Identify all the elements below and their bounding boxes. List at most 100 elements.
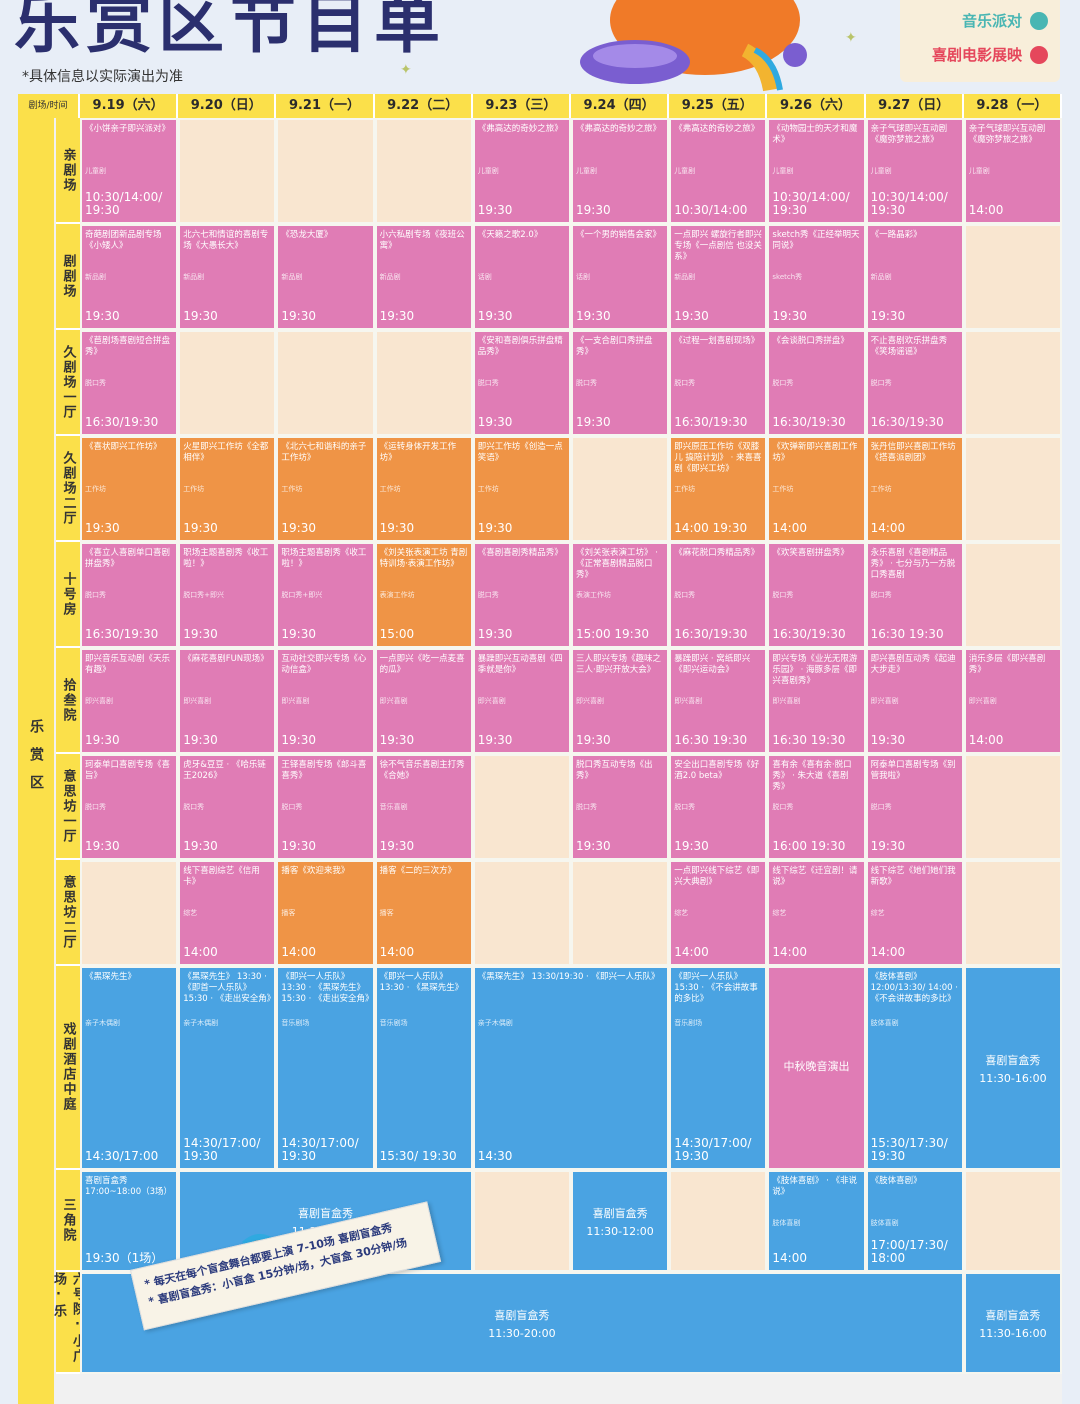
schedule-cell: 亲子气球即兴互动剧《魔弥梦旅之旅》 儿童剧 14:00 xyxy=(963,118,1062,224)
schedule-cell xyxy=(276,118,375,224)
show-time: 19:30 xyxy=(870,839,906,853)
show-time: 19:30 xyxy=(379,839,415,853)
schedule-cell: 喜剧盲盒秀 11:30-16:00 xyxy=(963,1272,1062,1374)
show-name: 《运转身体开发工作坊》 xyxy=(379,442,457,463)
show-time: 19:30 xyxy=(85,839,120,853)
show-type: 脱口秀 xyxy=(674,591,696,599)
show-type: 脱口秀 xyxy=(870,379,892,387)
show-type: 脱口秀 xyxy=(85,379,106,387)
show-type: 脱口秀+即兴 xyxy=(281,591,323,599)
show-type: 亲子木偶剧 xyxy=(477,1019,513,1027)
show-time: 19:30 xyxy=(85,733,120,747)
schedule-cell: 播客《二的三次方》 播客 14:00 xyxy=(374,860,473,966)
schedule-cell: 《麻花脱口秀精品秀》 脱口秀 16:30/19:30 xyxy=(669,542,768,648)
show-time: 14:00 xyxy=(968,733,1004,747)
cell-content: 喜剧盲盒秀 11:30-16:00 xyxy=(966,1274,1060,1372)
schedule-cell: 一点即兴 螺旋行者即兴专场《一点剧信 也没关系》 新品剧 19:30 xyxy=(669,224,768,330)
show-type: 亲子木偶剧 xyxy=(183,1019,219,1027)
schedule-cell: 《欢弹新即兴喜剧工作坊》 工作坊 14:00 xyxy=(767,436,866,542)
show-name: 即兴音乐互动剧《天乐有趣》 xyxy=(85,654,171,675)
schedule-cell xyxy=(472,754,571,860)
schedule-cell: 线下综艺《迁宜剧！请说》 综艺 14:00 xyxy=(767,860,866,966)
show-type: 综艺 xyxy=(870,909,885,917)
show-name: 《会谈脱口秀拼盘》 xyxy=(772,336,849,346)
show-name: 《一个男的销售会家》 xyxy=(576,230,662,240)
schedule-cell xyxy=(571,860,670,966)
show-name: 不止喜剧欢乐拼盘秀《笑场谣谣》 xyxy=(870,336,948,357)
legend-item-film: 喜剧电影展映 xyxy=(932,44,1048,65)
disclaimer-note: *具体信息以实际演出为准 xyxy=(22,69,183,85)
show-time: 19:30 xyxy=(576,839,611,853)
schedule-cell: 《运转身体开发工作坊》 工作坊 19:30 xyxy=(374,436,473,542)
schedule-cell: 《肢体喜剧》 12:00/13:30/ 14:00 · 《不会讲故事的多比》 肢体… xyxy=(865,966,964,1170)
show-name: 《喜状即兴工作坊》 xyxy=(85,442,162,452)
schedule-cell: 即兴音乐互动剧《天乐有趣》 即兴喜剧 19:30 xyxy=(80,648,179,754)
schedule-cell: 《会谈脱口秀拼盘》 脱口秀 16:30/19:30 xyxy=(767,330,866,436)
show-name: 职场主题喜剧秀《收工啦！》 xyxy=(183,548,269,569)
show-name: 即兴喜剧互动秀《起迪大步走》 xyxy=(870,654,956,675)
schedule-cell: 即兴喜剧互动秀《起迪大步走》 即兴喜剧 19:30 xyxy=(865,648,964,754)
show-type: 脱口秀 xyxy=(477,379,499,387)
show-type: 音乐剧场 xyxy=(379,1019,408,1027)
show-type: 新品剧 xyxy=(674,273,696,281)
show-time: 16:30/19:30 xyxy=(85,627,159,641)
schedule-cell: 《恐龙大厦》 新品剧 19:30 xyxy=(276,224,375,330)
show-type: 综艺 xyxy=(183,909,198,917)
show-name: 《麻花脱口秀精品秀》 xyxy=(674,548,760,558)
show-time: 14:00 19:30 xyxy=(674,521,748,535)
show-type: 脱口秀 xyxy=(772,379,794,387)
date-header: 9.24（四） xyxy=(571,94,670,118)
schedule-cell xyxy=(963,754,1062,860)
show-time: 14:00 xyxy=(674,945,709,959)
show-name: 线下综艺《她们她们我新歌》 xyxy=(870,866,956,887)
show-name: 北六七和情谊的喜剧专场《大愚长大》 xyxy=(183,230,269,251)
date-header: 9.26（六） xyxy=(767,94,866,118)
schedule-cell: 《刘关张表演工坊 青剧特训场·表演工作坊》 表演工作坊 15:00 xyxy=(374,542,473,648)
show-time: 19:30 xyxy=(477,415,513,429)
date-header: 9.19（六） xyxy=(80,94,179,118)
show-name: 《苣剧场喜剧短合拼盘秀》 xyxy=(85,336,171,357)
show-type: 播客 xyxy=(379,909,394,917)
schedule-cell xyxy=(374,118,473,224)
show-type: 肢体喜剧 xyxy=(870,1019,899,1027)
show-time: 14:30/17:00/ 19:30 xyxy=(281,1136,359,1163)
show-type: 工作坊 xyxy=(379,485,401,493)
schedule-cell: 《喜剧喜剧秀精品秀》 脱口秀 19:30 xyxy=(472,542,571,648)
show-time: 15:00 19:30 xyxy=(576,627,649,641)
show-name: 暴躁即兴互动喜剧《四季就是你》 xyxy=(477,654,563,675)
venue-label: 久剧场一厅 xyxy=(56,330,80,436)
show-type: 即兴喜剧 xyxy=(183,697,212,705)
schedule-cell: 《即兴一人乐队》 13:30 · 《黑琛先生》 音乐剧场 15:30/ 19:30 xyxy=(374,966,473,1170)
show-type: 亲子木偶剧 xyxy=(85,1019,120,1027)
show-type: 脱口秀 xyxy=(870,591,892,599)
schedule-cell: 《一支合剧口秀拼盘秀》 脱口秀 19:30 xyxy=(571,330,670,436)
show-name: 《一路晶彩》 xyxy=(870,230,922,240)
show-time: 19:30 xyxy=(183,733,218,747)
schedule-cell: sketch秀《正经举明天同说》 sketch秀 19:30 xyxy=(767,224,866,330)
schedule-cell: 《即兴一人乐队》 13:30 · 《黑琛先生》 15:30 · 《走出安全角》音… xyxy=(276,966,375,1170)
show-time: 11:30-12:00 xyxy=(586,1224,654,1238)
schedule-cell: 一点即兴《吃一点麦喜的瓜》 即兴喜剧 19:30 xyxy=(374,648,473,754)
show-name: sketch秀《正经举明天同说》 xyxy=(772,230,860,251)
show-name: 王铎喜剧专场《郎斗喜喜秀》 xyxy=(281,760,367,781)
show-name: 《欢弹新即兴喜剧工作坊》 xyxy=(772,442,858,463)
show-type: 儿童剧 xyxy=(870,167,892,175)
schedule-cell: 脱口秀互动专场《出秀》 脱口秀 19:30 xyxy=(571,754,670,860)
schedule-cell: 《肢体喜剧》 肢体喜剧 17:00/17:30/ 18:00 xyxy=(865,1170,964,1272)
schedule-cell: 王铎喜剧专场《郎斗喜喜秀》 脱口秀 19:30 xyxy=(276,754,375,860)
show-time: 16:30/19:30 xyxy=(772,627,846,641)
venue-label: 拾叁院 xyxy=(56,648,80,754)
corner-header: 剧场/时间 xyxy=(18,94,80,118)
show-type: 话剧 xyxy=(477,273,492,281)
schedule-cell: 《欢笑喜剧拼盘秀》 脱口秀 16:30/19:30 xyxy=(767,542,866,648)
show-name: 《即兴一人乐队》 13:30 · 《黑琛先生》 15:30 · 《走出安全角》 xyxy=(281,972,374,1004)
schedule-cell: 珂泰单口喜剧专场《喜旨》 脱口秀 19:30 xyxy=(80,754,179,860)
show-time: 11:30-16:00 xyxy=(979,1071,1047,1085)
show-time: 14:00 xyxy=(183,945,218,959)
schedule-cell: 奇葩剧团新品剧专场《小矮人》 新品剧 19:30 xyxy=(80,224,179,330)
schedule-cell: 《喜立人喜剧单口喜剧拼盘秀》 脱口秀 16:30/19:30 xyxy=(80,542,179,648)
date-header: 9.23（三） xyxy=(472,94,571,118)
schedule-table: 剧场/时间 乐赏区 9.19（六） 9.20（日） 9.21（一） 9.22（二） 9.… xyxy=(18,94,1062,1404)
schedule-cell: 永乐喜剧《喜剧精品秀》 · 七分与乃一方脱口秀喜剧 脱口秀 16:30 19:30 xyxy=(865,542,964,648)
show-time: 19:30 xyxy=(870,309,906,323)
